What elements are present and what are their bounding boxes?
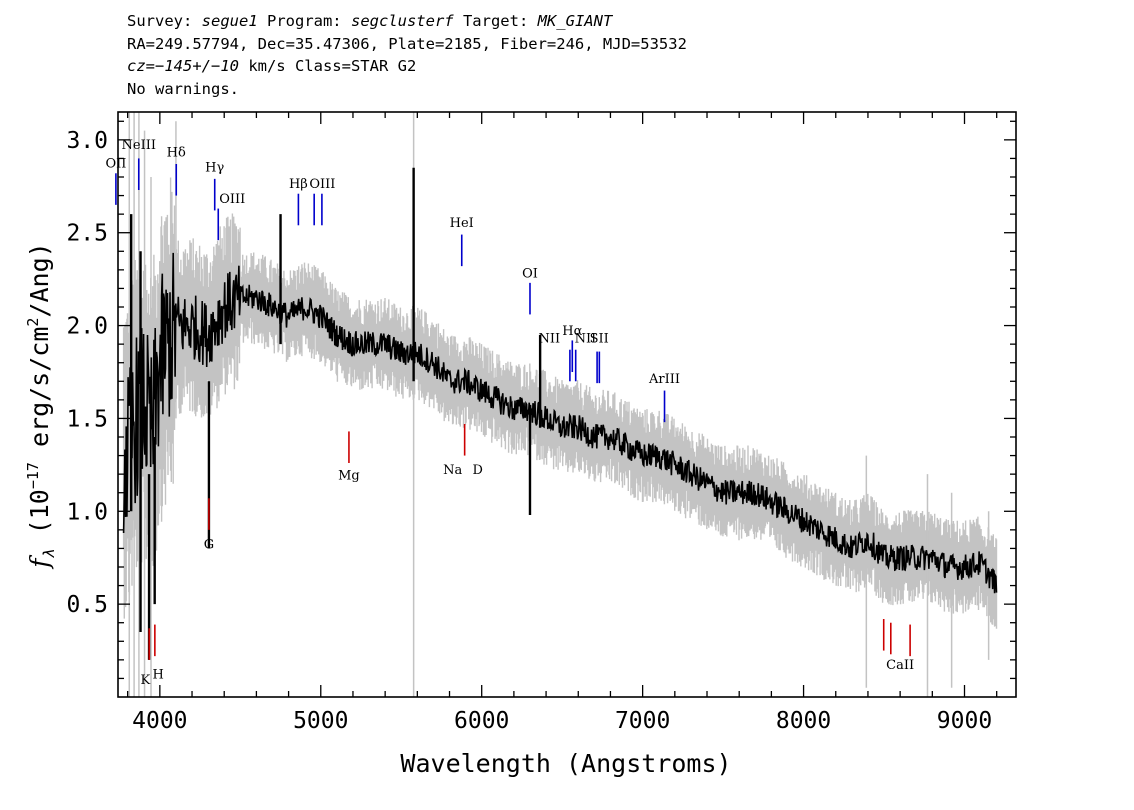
y-label-end: /Ang) <box>25 242 54 317</box>
absorption-line-label: K <box>140 673 150 688</box>
program-value: segclusterf <box>350 12 454 30</box>
y-label-part2: erg/s/cm <box>25 327 54 462</box>
emission-line-label: NII <box>575 331 597 346</box>
survey-value: segue1 <box>201 12 258 30</box>
y-label-part: (10 <box>25 489 54 549</box>
plot-frame <box>117 111 1017 698</box>
target-value: MK_GIANT <box>537 12 613 30</box>
header-line-redshift: cz=−145+/−10 km/s Class=STAR G2 <box>127 55 687 78</box>
y-tick-label: 1.5 <box>66 406 108 432</box>
emission-line-label: NII <box>538 331 560 346</box>
emission-line-label: Hβ <box>289 177 308 192</box>
noise-layer <box>122 177 998 629</box>
absorption-line-label: Na <box>443 463 462 478</box>
y-tick-label: 2.0 <box>66 314 108 340</box>
absorption-line-label: H <box>153 667 164 682</box>
header-line-survey: Survey: segue1 Program: segclusterf Targ… <box>127 10 687 33</box>
y-tick-label: 1.0 <box>66 499 108 525</box>
flux-layer <box>122 167 998 660</box>
emission-line-label: ArIII <box>648 372 680 387</box>
spectrum-header: Survey: segue1 Program: segclusterf Targ… <box>127 10 687 100</box>
y-label-sub: λ <box>40 549 58 558</box>
target-label: Target: <box>453 12 538 30</box>
y-axis-label: fλ (10−17 erg/s/cm2/Ang) <box>24 242 58 569</box>
axes-layer: 4000 5000 6000 7000 8000 9000 0.5 1.0 1.5 2.0 2.5 3… <box>66 111 1017 734</box>
emission-line-label: Hα <box>562 324 582 339</box>
absorption-line-label: G <box>204 537 214 552</box>
emission-line-label: OIII <box>219 192 245 207</box>
x-tick-label: 7000 <box>615 708 670 734</box>
emission-line-label: SII <box>590 331 609 346</box>
absorption-line-label: D <box>472 463 482 478</box>
emission-line-label: OIII <box>309 177 335 192</box>
program-label: Program: <box>257 12 351 30</box>
survey-label: Survey: <box>127 12 202 30</box>
emission-line-label: Hγ <box>205 160 224 175</box>
absorption-line-label: Mg <box>338 469 360 484</box>
noise-band <box>122 177 998 629</box>
emission-line-label: HeI <box>450 216 474 231</box>
emission-line-label: Hδ <box>167 146 186 161</box>
x-axis-label: Wavelength (Angstroms) <box>400 749 731 778</box>
emission-line-label: NeIII <box>122 138 156 153</box>
x-tick-label: 8000 <box>776 708 831 734</box>
y-label-f: f <box>25 555 54 570</box>
y-tick-label: 0.5 <box>66 592 108 618</box>
emission-line-label: OI <box>522 266 538 281</box>
y-label-exp: −17 <box>24 462 42 489</box>
absorption-line-label: CaII <box>886 658 914 673</box>
emission-line-label: OII <box>105 157 126 172</box>
x-tick-label: 5000 <box>293 708 348 734</box>
header-line-coordinates: RA=249.57794, Dec=35.47306, Plate=2185, … <box>127 34 687 53</box>
x-tick-label: 9000 <box>937 708 992 734</box>
y-label-exp2: 2 <box>24 318 42 327</box>
y-tick-label: 3.0 <box>66 128 108 154</box>
redshift-value: cz=−145+/−10 <box>127 57 239 75</box>
y-tick-label: 2.5 <box>66 221 108 247</box>
class-text: km/s Class=STAR G2 <box>238 57 417 75</box>
x-tick-label: 6000 <box>454 708 509 734</box>
flux-line <box>122 252 998 594</box>
header-line-warnings: No warnings. <box>127 79 239 98</box>
x-tick-label: 4000 <box>132 708 187 734</box>
